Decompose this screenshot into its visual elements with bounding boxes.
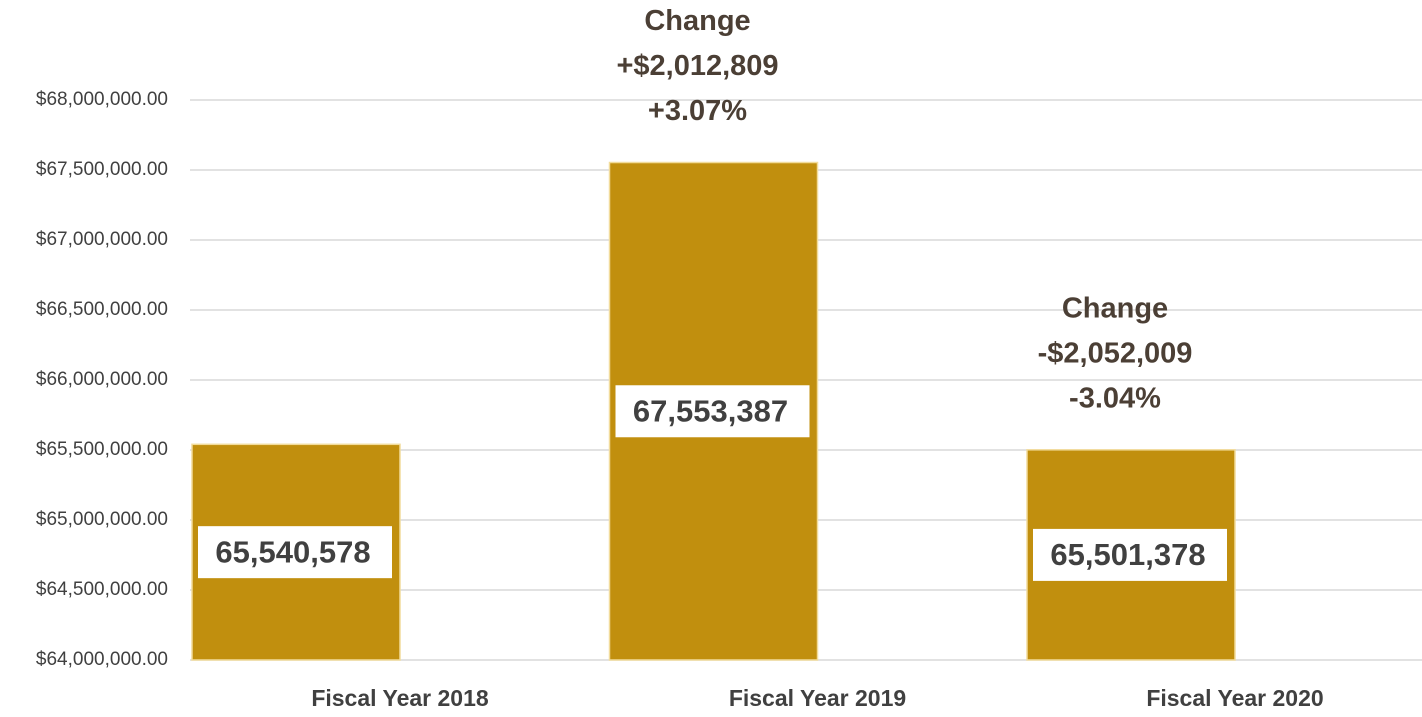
value-label-box bbox=[615, 385, 810, 438]
y-tick-label: $68,000,000.00 bbox=[36, 89, 168, 110]
y-tick-label: $64,000,000.00 bbox=[36, 649, 168, 670]
y-tick-label: $65,500,000.00 bbox=[36, 439, 168, 460]
value-label: 65,501,378 bbox=[1050, 537, 1205, 572]
y-tick-label: $67,000,000.00 bbox=[36, 229, 168, 250]
y-tick-label: $65,000,000.00 bbox=[36, 509, 168, 530]
x-tick-label: Fiscal Year 2018 bbox=[311, 685, 489, 711]
value-label-box bbox=[1033, 528, 1227, 581]
annotation: +3.07% bbox=[648, 95, 747, 127]
value-label-box bbox=[198, 526, 392, 579]
value-label: 65,540,578 bbox=[215, 534, 370, 569]
annotation: +$2,012,809 bbox=[616, 50, 778, 82]
annotation: Change bbox=[1062, 292, 1168, 324]
y-tick-label: $67,500,000.00 bbox=[36, 159, 168, 180]
annotation: -$2,052,009 bbox=[1038, 337, 1193, 369]
y-tick-label: $66,000,000.00 bbox=[36, 369, 168, 390]
annotation: Change bbox=[644, 5, 750, 37]
y-tick-label: $64,500,000.00 bbox=[36, 579, 168, 600]
annotation: -3.04% bbox=[1069, 382, 1161, 414]
x-tick-label: Fiscal Year 2019 bbox=[729, 685, 906, 711]
value-label: 67,553,387 bbox=[633, 393, 788, 428]
y-tick-label: $66,500,000.00 bbox=[36, 299, 168, 320]
x-tick-label: Fiscal Year 2020 bbox=[1146, 685, 1323, 711]
